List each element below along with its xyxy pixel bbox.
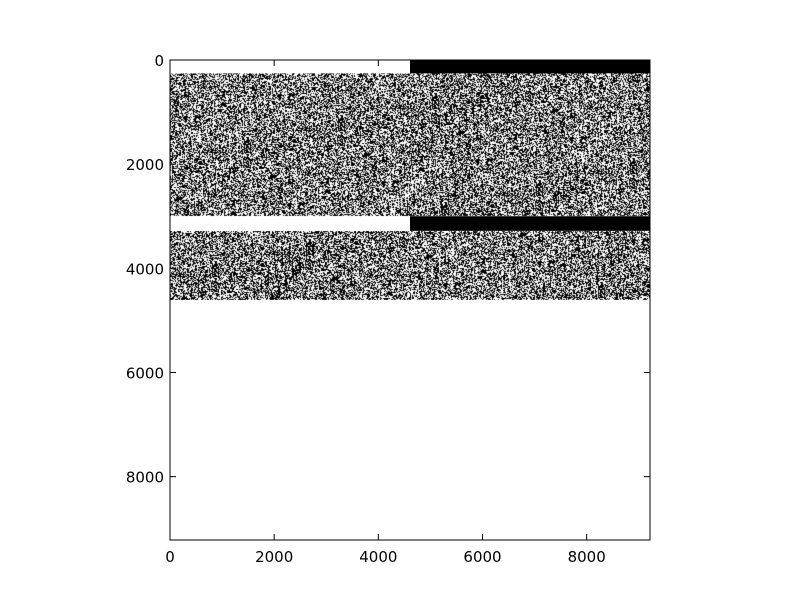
x-tick-label: 8000	[568, 548, 606, 566]
region-layer	[170, 60, 650, 540]
x-tick-label: 0	[165, 548, 175, 566]
y-tick-label: 0	[154, 52, 164, 70]
region-header-band-left	[170, 60, 410, 74]
y-tick-label: 4000	[126, 260, 164, 278]
region-divider-left	[170, 216, 410, 231]
plot-frame	[169, 59, 651, 541]
region-divider-right	[410, 216, 650, 231]
plot-area	[170, 60, 650, 540]
y-tick-label: 6000	[126, 365, 164, 383]
x-tick-label: 4000	[359, 548, 397, 566]
y-tick-label: 2000	[126, 156, 164, 174]
x-tick-label: 6000	[463, 548, 501, 566]
y-tick-label: 8000	[126, 469, 164, 487]
tick-labels: 0 2000 4000 6000 8000 0 2000 4000 6000 8…	[126, 52, 606, 566]
region-blank-area	[170, 300, 650, 540]
x-tick-label: 2000	[255, 548, 293, 566]
region-header-band-right	[410, 60, 650, 74]
